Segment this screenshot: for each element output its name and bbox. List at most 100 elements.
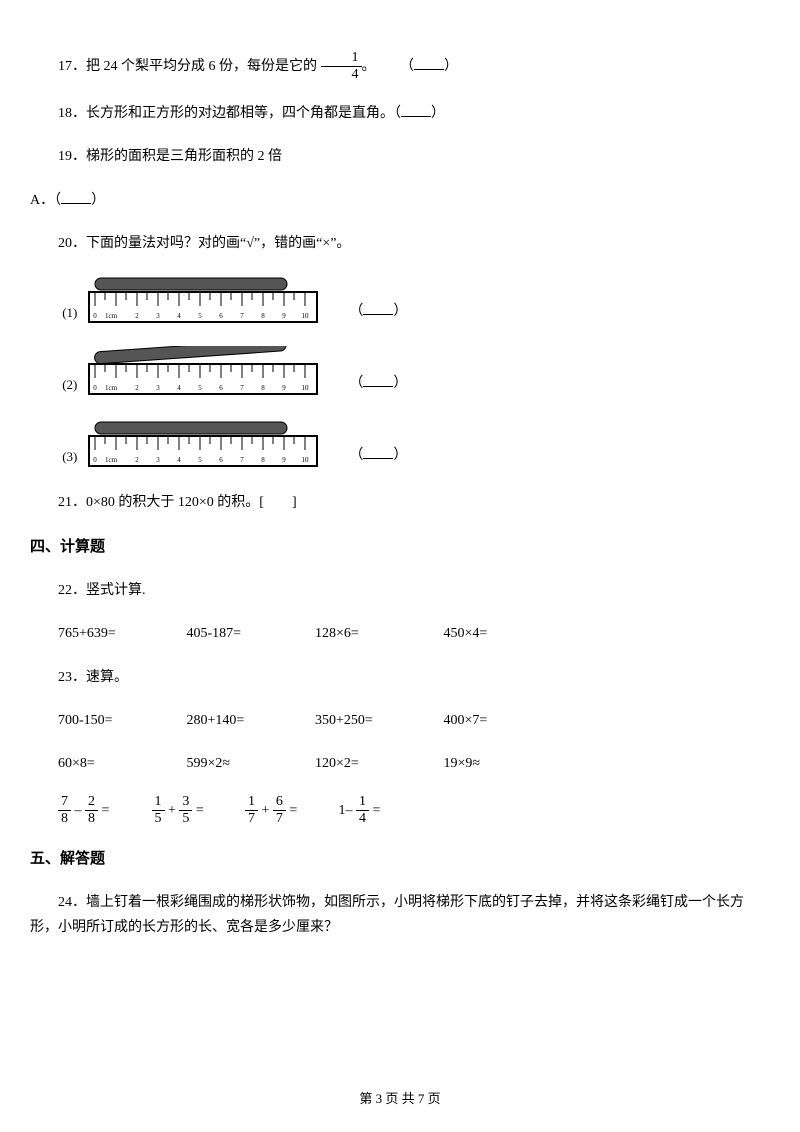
q23-r2-3: 120×2=	[315, 751, 440, 776]
svg-text:3: 3	[157, 312, 161, 320]
q20-blank-3-wrap: （）	[349, 443, 407, 468]
q23-f3: 17 + 67 =	[245, 794, 335, 827]
q20-blank-1-wrap: （）	[349, 299, 407, 324]
q19a-blank[interactable]	[61, 190, 91, 204]
svg-text:5: 5	[199, 456, 203, 464]
q23-r2-1: 60×8=	[58, 751, 183, 776]
svg-text:9: 9	[283, 384, 287, 392]
q23-num: 23	[58, 670, 72, 685]
q20-ruler-3: (3) 01cm2345678910 （）	[30, 418, 770, 476]
q20-blank-2[interactable]	[363, 373, 393, 387]
svg-text:7: 7	[241, 384, 245, 392]
ruler-3-svg: 01cm2345678910	[87, 418, 319, 476]
svg-text:1cm: 1cm	[105, 384, 118, 392]
svg-text:6: 6	[220, 312, 224, 320]
q23-r2-4: 19×9≈	[444, 751, 569, 776]
q20-num: 20	[58, 236, 72, 251]
q23-r1-4: 400×7=	[444, 708, 569, 733]
q17-blank[interactable]	[414, 56, 444, 70]
q20-blank-2-wrap: （）	[349, 371, 407, 396]
q21-num: 21	[58, 495, 72, 510]
svg-text:9: 9	[283, 312, 287, 320]
section-5-heading: 五、解答题	[30, 845, 770, 872]
svg-text:4: 4	[178, 456, 182, 464]
question-19a: A．（）	[30, 188, 770, 213]
q20-blank-1[interactable]	[363, 301, 393, 315]
section-4-heading: 四、计算题	[30, 533, 770, 560]
q22-item-2: 405-187=	[187, 621, 312, 646]
svg-text:10: 10	[302, 384, 310, 392]
question-24: 24．墙上钉着一根彩绳围成的梯形状饰物，如图所示，小明将梯形下底的钉子去掉，并将…	[30, 890, 770, 940]
q20-label-1: (1)	[62, 301, 77, 324]
svg-text:3: 3	[157, 456, 161, 464]
q20-ruler-1: (1) 01cm2345678910 （）	[30, 274, 770, 332]
svg-text:8: 8	[262, 456, 266, 464]
q20-ruler-2: (2) 0 1cm 2 3 4 5 6 7 8 9 10 （）	[30, 346, 770, 404]
svg-text:0: 0	[94, 384, 98, 392]
q20-label-2: (2)	[62, 373, 77, 396]
svg-text:4: 4	[178, 312, 182, 320]
q23-text: ．速算。	[72, 670, 128, 685]
q24-text: ．墙上钉着一根彩绳围成的梯形状饰物，如图所示，小明将梯形下底的钉子去掉，并将这条…	[30, 895, 744, 935]
question-23: 23．速算。	[30, 665, 770, 690]
q20-blank-3[interactable]	[363, 445, 393, 459]
svg-text:0: 0	[94, 456, 98, 464]
q17-fraction: 1 4	[321, 50, 362, 83]
svg-text:1cm: 1cm	[105, 456, 118, 464]
question-17: 17．把 24 个梨平均分成 6 份，每份是它的 1 4 。 （）	[30, 50, 770, 83]
q23-f2: 15 + 35 =	[152, 794, 242, 827]
svg-text:3: 3	[157, 384, 161, 392]
q22-item-3: 128×6=	[315, 621, 440, 646]
q22-row: 765+639= 405-187= 128×6= 450×4=	[30, 621, 770, 646]
q22-item-1: 765+639=	[58, 621, 183, 646]
ruler-2-svg: 0 1cm 2 3 4 5 6 7 8 9 10	[87, 346, 319, 404]
q23-r1-2: 280+140=	[187, 708, 312, 733]
svg-text:7: 7	[241, 312, 245, 320]
q18-num: 18	[58, 106, 72, 121]
question-20: 20．下面的量法对吗？对的画“√”，错的画“×”。	[30, 231, 770, 256]
svg-text:8: 8	[262, 312, 266, 320]
svg-text:6: 6	[220, 456, 224, 464]
q22-text: ．竖式计算.	[72, 583, 146, 598]
q17-frac-num: 1	[321, 50, 362, 67]
svg-text:5: 5	[199, 384, 203, 392]
ruler-1-svg: 01cm2345678910	[87, 274, 319, 332]
svg-text:2: 2	[136, 312, 140, 320]
q17-pre: ．把 24 个梨平均分成 6 份，每份是它的	[72, 59, 317, 74]
question-21: 21．0×80 的积大于 120×0 的积。[ ]	[30, 490, 770, 515]
q22-num: 22	[58, 583, 72, 598]
q20-label-3: (3)	[62, 445, 77, 468]
q23-r2-2: 599×2≈	[187, 751, 312, 776]
q23-r1-1: 700-150=	[58, 708, 183, 733]
q19-num: 19	[58, 149, 72, 164]
q23-frac-row: 78 – 28 = 15 + 35 = 17 + 67 = 1– 14 =	[30, 794, 770, 827]
q21-text: ．0×80 的积大于 120×0 的积。[ ]	[72, 495, 297, 510]
q17-frac-den: 4	[321, 67, 362, 83]
svg-text:1cm: 1cm	[105, 312, 118, 320]
page-footer: 第 3 页 共 7 页	[0, 1087, 800, 1110]
question-19: 19．梯形的面积是三角形面积的 2 倍	[30, 144, 770, 169]
svg-text:4: 4	[178, 384, 182, 392]
q17-num: 17	[58, 59, 72, 74]
q23-row2: 60×8= 599×2≈ 120×2= 19×9≈	[30, 751, 770, 776]
q23-f4: 1– 14 =	[339, 794, 429, 827]
svg-text:10: 10	[302, 456, 310, 464]
q23-row1: 700-150= 280+140= 350+250= 400×7=	[30, 708, 770, 733]
q19a-label: A．	[30, 193, 54, 208]
q17-post: 。	[362, 59, 376, 74]
q23-r1-3: 350+250=	[315, 708, 440, 733]
q18-blank[interactable]	[401, 103, 431, 117]
svg-text:5: 5	[199, 312, 203, 320]
q22-item-4: 450×4=	[444, 621, 569, 646]
svg-text:2: 2	[136, 456, 140, 464]
q20-text: ．下面的量法对吗？对的画“√”，错的画“×”。	[72, 236, 350, 251]
q24-num: 24	[58, 895, 72, 910]
q18-text: ．长方形和正方形的对边都相等，四个角都是直角。	[72, 106, 394, 121]
svg-text:8: 8	[262, 384, 266, 392]
question-18: 18．长方形和正方形的对边都相等，四个角都是直角。（）	[30, 101, 770, 126]
svg-text:7: 7	[241, 456, 245, 464]
svg-text:2: 2	[136, 384, 140, 392]
svg-text:10: 10	[302, 312, 310, 320]
svg-text:6: 6	[220, 384, 224, 392]
q19-text: ．梯形的面积是三角形面积的 2 倍	[72, 149, 282, 164]
